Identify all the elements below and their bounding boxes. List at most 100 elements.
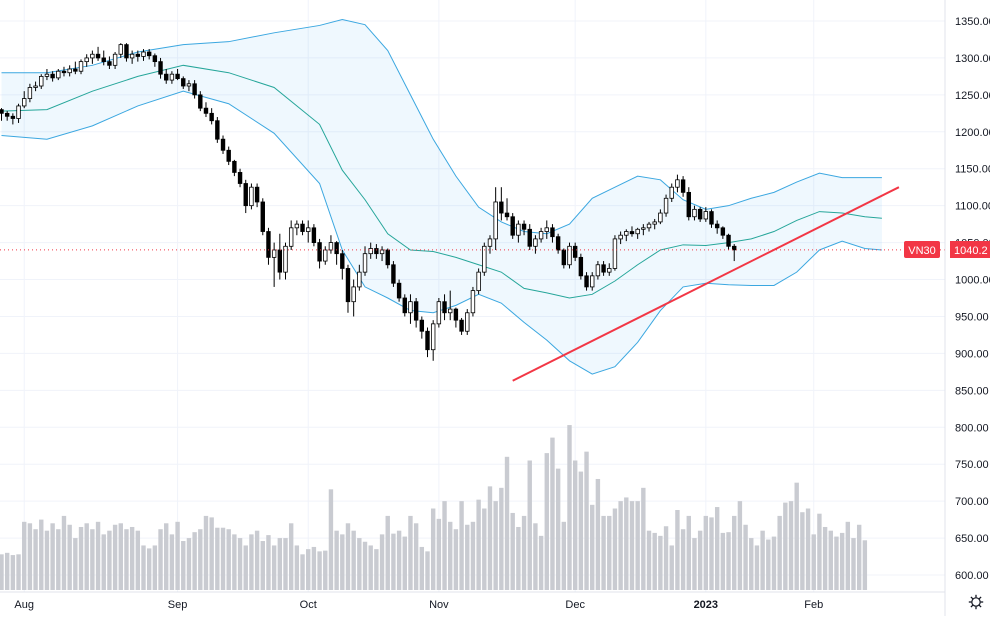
candle-body[interactable] xyxy=(402,297,407,314)
trendline[interactable] xyxy=(512,186,900,382)
candle-body[interactable] xyxy=(430,323,436,351)
candle-body[interactable] xyxy=(379,249,385,255)
candle-body[interactable] xyxy=(112,53,118,66)
candle-body[interactable] xyxy=(186,83,192,87)
candle-body[interactable] xyxy=(555,236,561,251)
candle-body[interactable] xyxy=(658,212,663,223)
candle-body[interactable] xyxy=(425,330,430,351)
candle-body[interactable] xyxy=(641,227,646,230)
candle-body[interactable] xyxy=(118,44,123,55)
candle-body[interactable] xyxy=(544,227,549,232)
candle-body[interactable] xyxy=(300,223,305,232)
candle-body[interactable] xyxy=(470,290,476,314)
candle-body[interactable] xyxy=(413,301,419,321)
candle-body[interactable] xyxy=(675,179,680,188)
candle-body[interactable] xyxy=(135,53,141,57)
candle-body[interactable] xyxy=(67,68,72,74)
candle-body[interactable] xyxy=(22,98,27,107)
candle-body[interactable] xyxy=(209,112,214,122)
candle-body[interactable] xyxy=(129,53,135,59)
candle-body[interactable] xyxy=(232,160,237,173)
candle-body[interactable] xyxy=(663,197,669,214)
candle-body[interactable] xyxy=(4,112,10,117)
candle-body[interactable] xyxy=(499,201,504,214)
candle-body[interactable] xyxy=(215,120,220,140)
candle-body[interactable] xyxy=(459,319,464,332)
candle-body[interactable] xyxy=(169,73,175,81)
candle-body[interactable] xyxy=(572,245,578,258)
candle-body[interactable] xyxy=(73,68,78,72)
candle-body[interactable] xyxy=(260,201,265,232)
candle-body[interactable] xyxy=(351,286,356,303)
candle-body[interactable] xyxy=(448,308,453,314)
candle-body[interactable] xyxy=(629,231,635,235)
candle-body[interactable] xyxy=(249,186,254,207)
candle-body[interactable] xyxy=(271,249,277,258)
candle-body[interactable] xyxy=(697,208,703,220)
settings-gear-icon[interactable] xyxy=(966,592,986,612)
candle-body[interactable] xyxy=(521,223,527,230)
candle-body[interactable] xyxy=(56,70,61,79)
candle-body[interactable] xyxy=(538,231,544,240)
candle-body[interactable] xyxy=(646,223,652,229)
candle-body[interactable] xyxy=(254,186,260,203)
candle-body[interactable] xyxy=(78,61,84,72)
candle-body[interactable] xyxy=(323,249,328,262)
candle-body[interactable] xyxy=(624,231,629,236)
candlesticks[interactable] xyxy=(0,43,737,361)
candle-body[interactable] xyxy=(107,61,112,66)
candle-body[interactable] xyxy=(618,234,623,240)
candle-body[interactable] xyxy=(164,73,169,81)
candle-body[interactable] xyxy=(288,227,294,247)
candle-body[interactable] xyxy=(680,179,686,193)
candle-body[interactable] xyxy=(306,227,311,232)
candle-body[interactable] xyxy=(595,264,601,277)
candle-body[interactable] xyxy=(487,238,493,247)
candle-body[interactable] xyxy=(283,245,288,273)
candle-body[interactable] xyxy=(101,57,106,63)
candle-body[interactable] xyxy=(578,256,584,277)
candle-body[interactable] xyxy=(294,223,300,229)
candle-body[interactable] xyxy=(408,301,413,314)
candle-body[interactable] xyxy=(203,107,209,114)
candle-body[interactable] xyxy=(317,242,322,262)
candle-body[interactable] xyxy=(33,85,38,88)
candle-body[interactable] xyxy=(669,186,674,199)
candle-body[interactable] xyxy=(516,223,521,236)
candle-body[interactable] xyxy=(95,53,101,59)
candle-body[interactable] xyxy=(44,73,50,77)
candle-body[interactable] xyxy=(374,248,379,255)
x-axis[interactable]: Aug Sep Oct Nov Dec 2023 Feb xyxy=(0,591,945,611)
candle-body[interactable] xyxy=(10,115,16,119)
candle-body[interactable] xyxy=(345,268,351,303)
candle-body[interactable] xyxy=(527,228,532,247)
candle-body[interactable] xyxy=(181,78,186,87)
candle-body[interactable] xyxy=(220,138,226,151)
candle-body[interactable] xyxy=(590,275,595,288)
candle-body[interactable] xyxy=(482,245,487,273)
candle-body[interactable] xyxy=(124,44,129,59)
candle-body[interactable] xyxy=(198,94,203,109)
candle-body[interactable] xyxy=(226,149,231,162)
candle-body[interactable] xyxy=(465,312,470,332)
candle-body[interactable] xyxy=(686,191,691,218)
candle-body[interactable] xyxy=(442,301,447,314)
candle-body[interactable] xyxy=(726,234,731,247)
candle-body[interactable] xyxy=(39,76,44,87)
candle-body[interactable] xyxy=(703,211,709,220)
candle-body[interactable] xyxy=(61,70,67,74)
candle-body[interactable] xyxy=(311,227,317,243)
candle-body[interactable] xyxy=(243,183,248,207)
candle-body[interactable] xyxy=(419,319,425,332)
y-axis[interactable]: 1350.00 1300.00 1250.00 1200.00 1150.00 1100.… xyxy=(944,0,990,616)
candle-body[interactable] xyxy=(692,208,697,218)
candle-body[interactable] xyxy=(584,275,589,288)
candle-body[interactable] xyxy=(453,308,459,321)
candle-body[interactable] xyxy=(732,245,737,251)
candle-body[interactable] xyxy=(533,238,538,247)
candle-body[interactable] xyxy=(550,227,555,238)
candle-body[interactable] xyxy=(158,61,163,75)
candle-body[interactable] xyxy=(709,211,714,225)
candle-body[interactable] xyxy=(237,172,243,184)
